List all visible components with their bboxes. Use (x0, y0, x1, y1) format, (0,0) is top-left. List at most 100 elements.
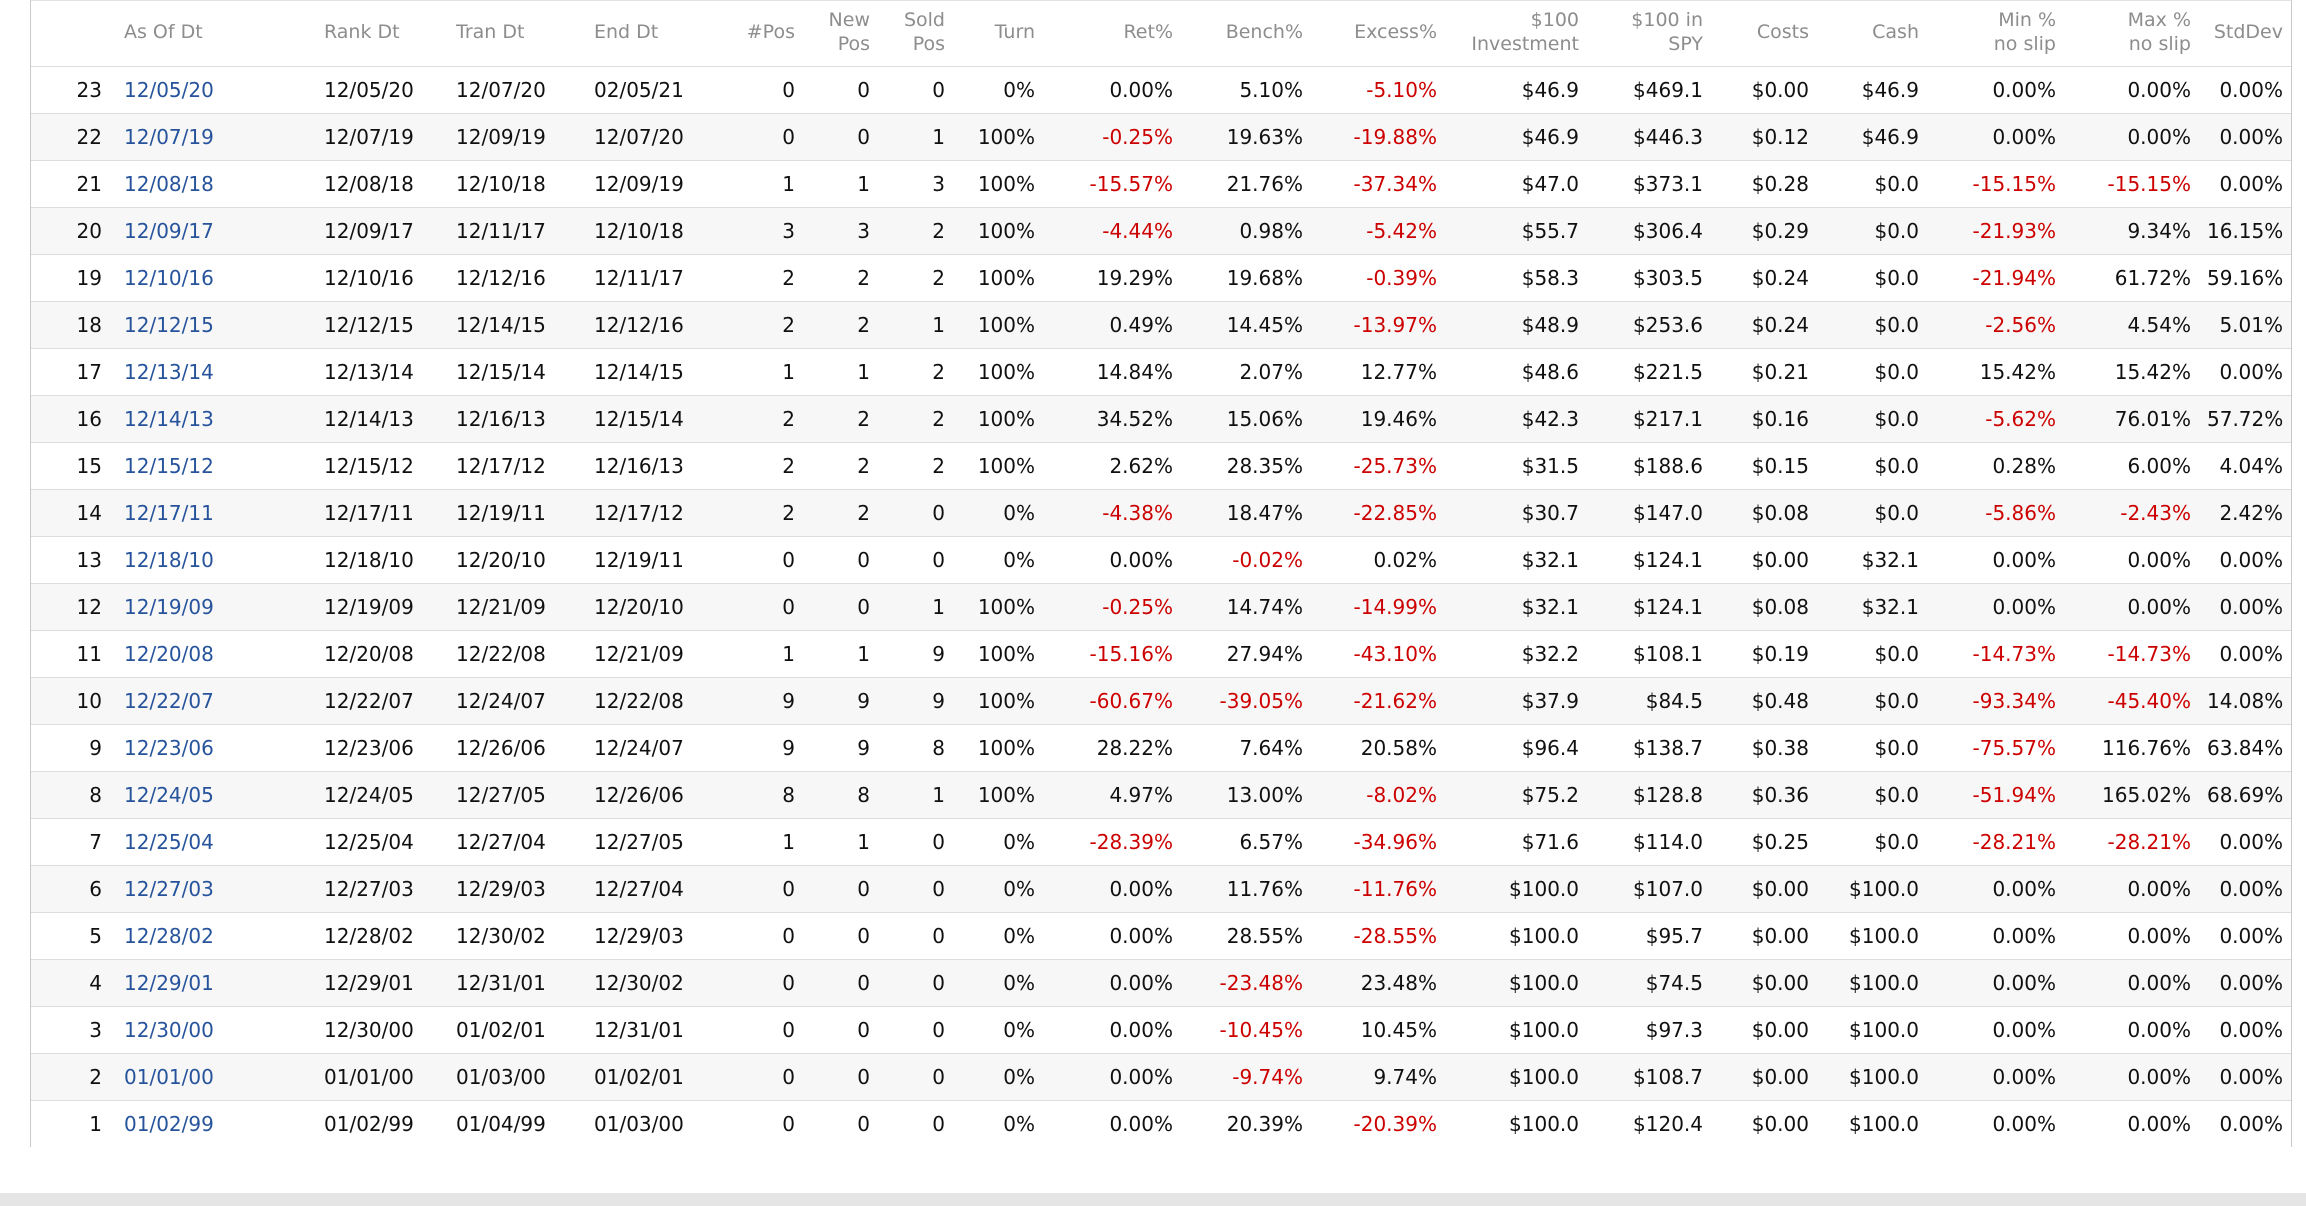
table-row: 16 12/14/13 12/14/13 12/16/13 12/15/14 2 2 2 100… (31, 394, 2291, 443)
as-of-date-link[interactable]: 12/30/00 (124, 1017, 214, 1042)
cell-turn: 0% (953, 65, 1043, 114)
cell-ret-pct: 19.29% (1043, 253, 1181, 302)
as-of-date-link[interactable]: 12/20/08 (124, 641, 214, 666)
cell-as-of-dt[interactable]: 12/22/07 (116, 676, 316, 725)
cell-as-of-dt[interactable]: 01/02/99 (116, 1099, 316, 1147)
cell-rank-dt: 12/30/00 (316, 1005, 448, 1054)
cell-bench-pct: 0.98% (1181, 206, 1311, 255)
cell-max-pct-no-slip: 61.72% (2064, 253, 2199, 302)
cell-num-pos: 0 (713, 911, 803, 960)
cell-as-of-dt[interactable]: 12/19/09 (116, 582, 316, 631)
as-of-date-link[interactable]: 12/29/01 (124, 970, 214, 995)
cell-as-of-dt[interactable]: 12/25/04 (116, 817, 316, 866)
cell-as-of-dt[interactable]: 12/15/12 (116, 441, 316, 490)
cell-as-of-dt[interactable]: 12/17/11 (116, 488, 316, 537)
cell-num-pos: 9 (713, 676, 803, 725)
as-of-date-link[interactable]: 12/24/05 (124, 782, 214, 807)
cell-cash: $100.0 (1817, 1052, 1927, 1101)
cell-turn: 100% (953, 582, 1043, 631)
cell-spy-100: $188.6 (1587, 441, 1711, 490)
cell-as-of-dt[interactable]: 12/24/05 (116, 770, 316, 819)
cell-as-of-dt[interactable]: 12/14/13 (116, 394, 316, 443)
cell-row-number: 9 (31, 723, 116, 772)
cell-costs: $0.29 (1711, 206, 1817, 255)
cell-as-of-dt[interactable]: 12/20/08 (116, 629, 316, 678)
cell-as-of-dt[interactable]: 01/01/00 (116, 1052, 316, 1101)
cell-rank-dt: 12/22/07 (316, 676, 448, 725)
as-of-date-link[interactable]: 12/25/04 (124, 829, 214, 854)
cell-new-pos: 0 (803, 65, 878, 114)
as-of-date-link[interactable]: 12/10/16 (124, 265, 214, 290)
as-of-date-link[interactable]: 12/23/06 (124, 735, 214, 760)
cell-bench-pct: 20.39% (1181, 1099, 1311, 1147)
cell-bench-pct: 13.00% (1181, 770, 1311, 819)
cell-num-pos: 0 (713, 958, 803, 1007)
rebalance-table-container: As Of Dt Rank Dt Tran Dt End Dt #Pos New Pos S… (30, 0, 2292, 1147)
cell-ret-pct: 34.52% (1043, 394, 1181, 443)
cell-as-of-dt[interactable]: 12/30/00 (116, 1005, 316, 1054)
cell-sold-pos: 9 (878, 676, 953, 725)
cell-investment-100: $47.0 (1445, 159, 1587, 208)
cell-bench-pct: 28.55% (1181, 911, 1311, 960)
as-of-date-link[interactable]: 12/22/07 (124, 688, 214, 713)
as-of-date-link[interactable]: 12/08/18 (124, 171, 214, 196)
cell-as-of-dt[interactable]: 12/10/16 (116, 253, 316, 302)
cell-as-of-dt[interactable]: 12/28/02 (116, 911, 316, 960)
cell-stddev: 0.00% (2199, 817, 2291, 866)
cell-rank-dt: 12/05/20 (316, 65, 448, 114)
cell-tran-dt: 12/31/01 (448, 958, 586, 1007)
as-of-date-link[interactable]: 12/07/19 (124, 124, 214, 149)
cell-cash: $0.0 (1817, 441, 1927, 490)
cell-min-pct-no-slip: 0.00% (1927, 65, 2064, 114)
as-of-date-link[interactable]: 12/28/02 (124, 923, 214, 948)
cell-excess-pct: 19.46% (1311, 394, 1445, 443)
as-of-date-link[interactable]: 12/14/13 (124, 406, 214, 431)
cell-min-pct-no-slip: -75.57% (1927, 723, 2064, 772)
cell-as-of-dt[interactable]: 12/18/10 (116, 535, 316, 584)
cell-max-pct-no-slip: 116.76% (2064, 723, 2199, 772)
as-of-date-link[interactable]: 12/09/17 (124, 218, 214, 243)
as-of-date-link[interactable]: 12/18/10 (124, 547, 214, 572)
cell-as-of-dt[interactable]: 12/09/17 (116, 206, 316, 255)
table-header: As Of Dt Rank Dt Tran Dt End Dt #Pos New Pos S… (31, 1, 2291, 66)
cell-excess-pct: -5.42% (1311, 206, 1445, 255)
cell-costs: $0.00 (1711, 911, 1817, 960)
cell-as-of-dt[interactable]: 12/12/15 (116, 300, 316, 349)
cell-max-pct-no-slip: 76.01% (2064, 394, 2199, 443)
header-end-dt: End Dt (594, 21, 659, 44)
cell-cash: $46.9 (1817, 65, 1927, 114)
as-of-date-link[interactable]: 12/05/20 (124, 77, 214, 102)
header-turn: Turn (994, 21, 1035, 44)
cell-new-pos: 2 (803, 253, 878, 302)
cell-stddev: 0.00% (2199, 535, 2291, 584)
cell-end-dt: 12/20/10 (586, 582, 713, 631)
cell-costs: $0.25 (1711, 817, 1817, 866)
as-of-date-link[interactable]: 12/17/11 (124, 500, 214, 525)
cell-as-of-dt[interactable]: 12/05/20 (116, 65, 316, 114)
cell-as-of-dt[interactable]: 12/27/03 (116, 864, 316, 913)
cell-as-of-dt[interactable]: 12/29/01 (116, 958, 316, 1007)
cell-tran-dt: 12/21/09 (448, 582, 586, 631)
cell-costs: $0.00 (1711, 1005, 1817, 1054)
cell-excess-pct: 0.02% (1311, 535, 1445, 584)
header-max-pct-no-slip: Max % no slip (2127, 9, 2191, 56)
table-row: 6 12/27/03 12/27/03 12/29/03 12/27/04 0 0 0 0% 0.… (31, 864, 2291, 913)
as-of-date-link[interactable]: 12/19/09 (124, 594, 214, 619)
as-of-date-link[interactable]: 01/01/00 (124, 1064, 214, 1089)
cell-as-of-dt[interactable]: 12/08/18 (116, 159, 316, 208)
cell-ret-pct: -15.57% (1043, 159, 1181, 208)
cell-as-of-dt[interactable]: 12/23/06 (116, 723, 316, 772)
cell-max-pct-no-slip: 4.54% (2064, 300, 2199, 349)
cell-as-of-dt[interactable]: 12/13/14 (116, 347, 316, 396)
cell-rank-dt: 12/18/10 (316, 535, 448, 584)
table-row: 18 12/12/15 12/12/15 12/14/15 12/12/16 2 2 1 100… (31, 300, 2291, 349)
cell-costs: $0.00 (1711, 1052, 1817, 1101)
as-of-date-link[interactable]: 12/12/15 (124, 312, 214, 337)
as-of-date-link[interactable]: 12/15/12 (124, 453, 214, 478)
as-of-date-link[interactable]: 12/27/03 (124, 876, 214, 901)
as-of-date-link[interactable]: 01/02/99 (124, 1111, 214, 1136)
cell-as-of-dt[interactable]: 12/07/19 (116, 112, 316, 161)
cell-investment-100: $37.9 (1445, 676, 1587, 725)
cell-row-number: 7 (31, 817, 116, 866)
as-of-date-link[interactable]: 12/13/14 (124, 359, 214, 384)
